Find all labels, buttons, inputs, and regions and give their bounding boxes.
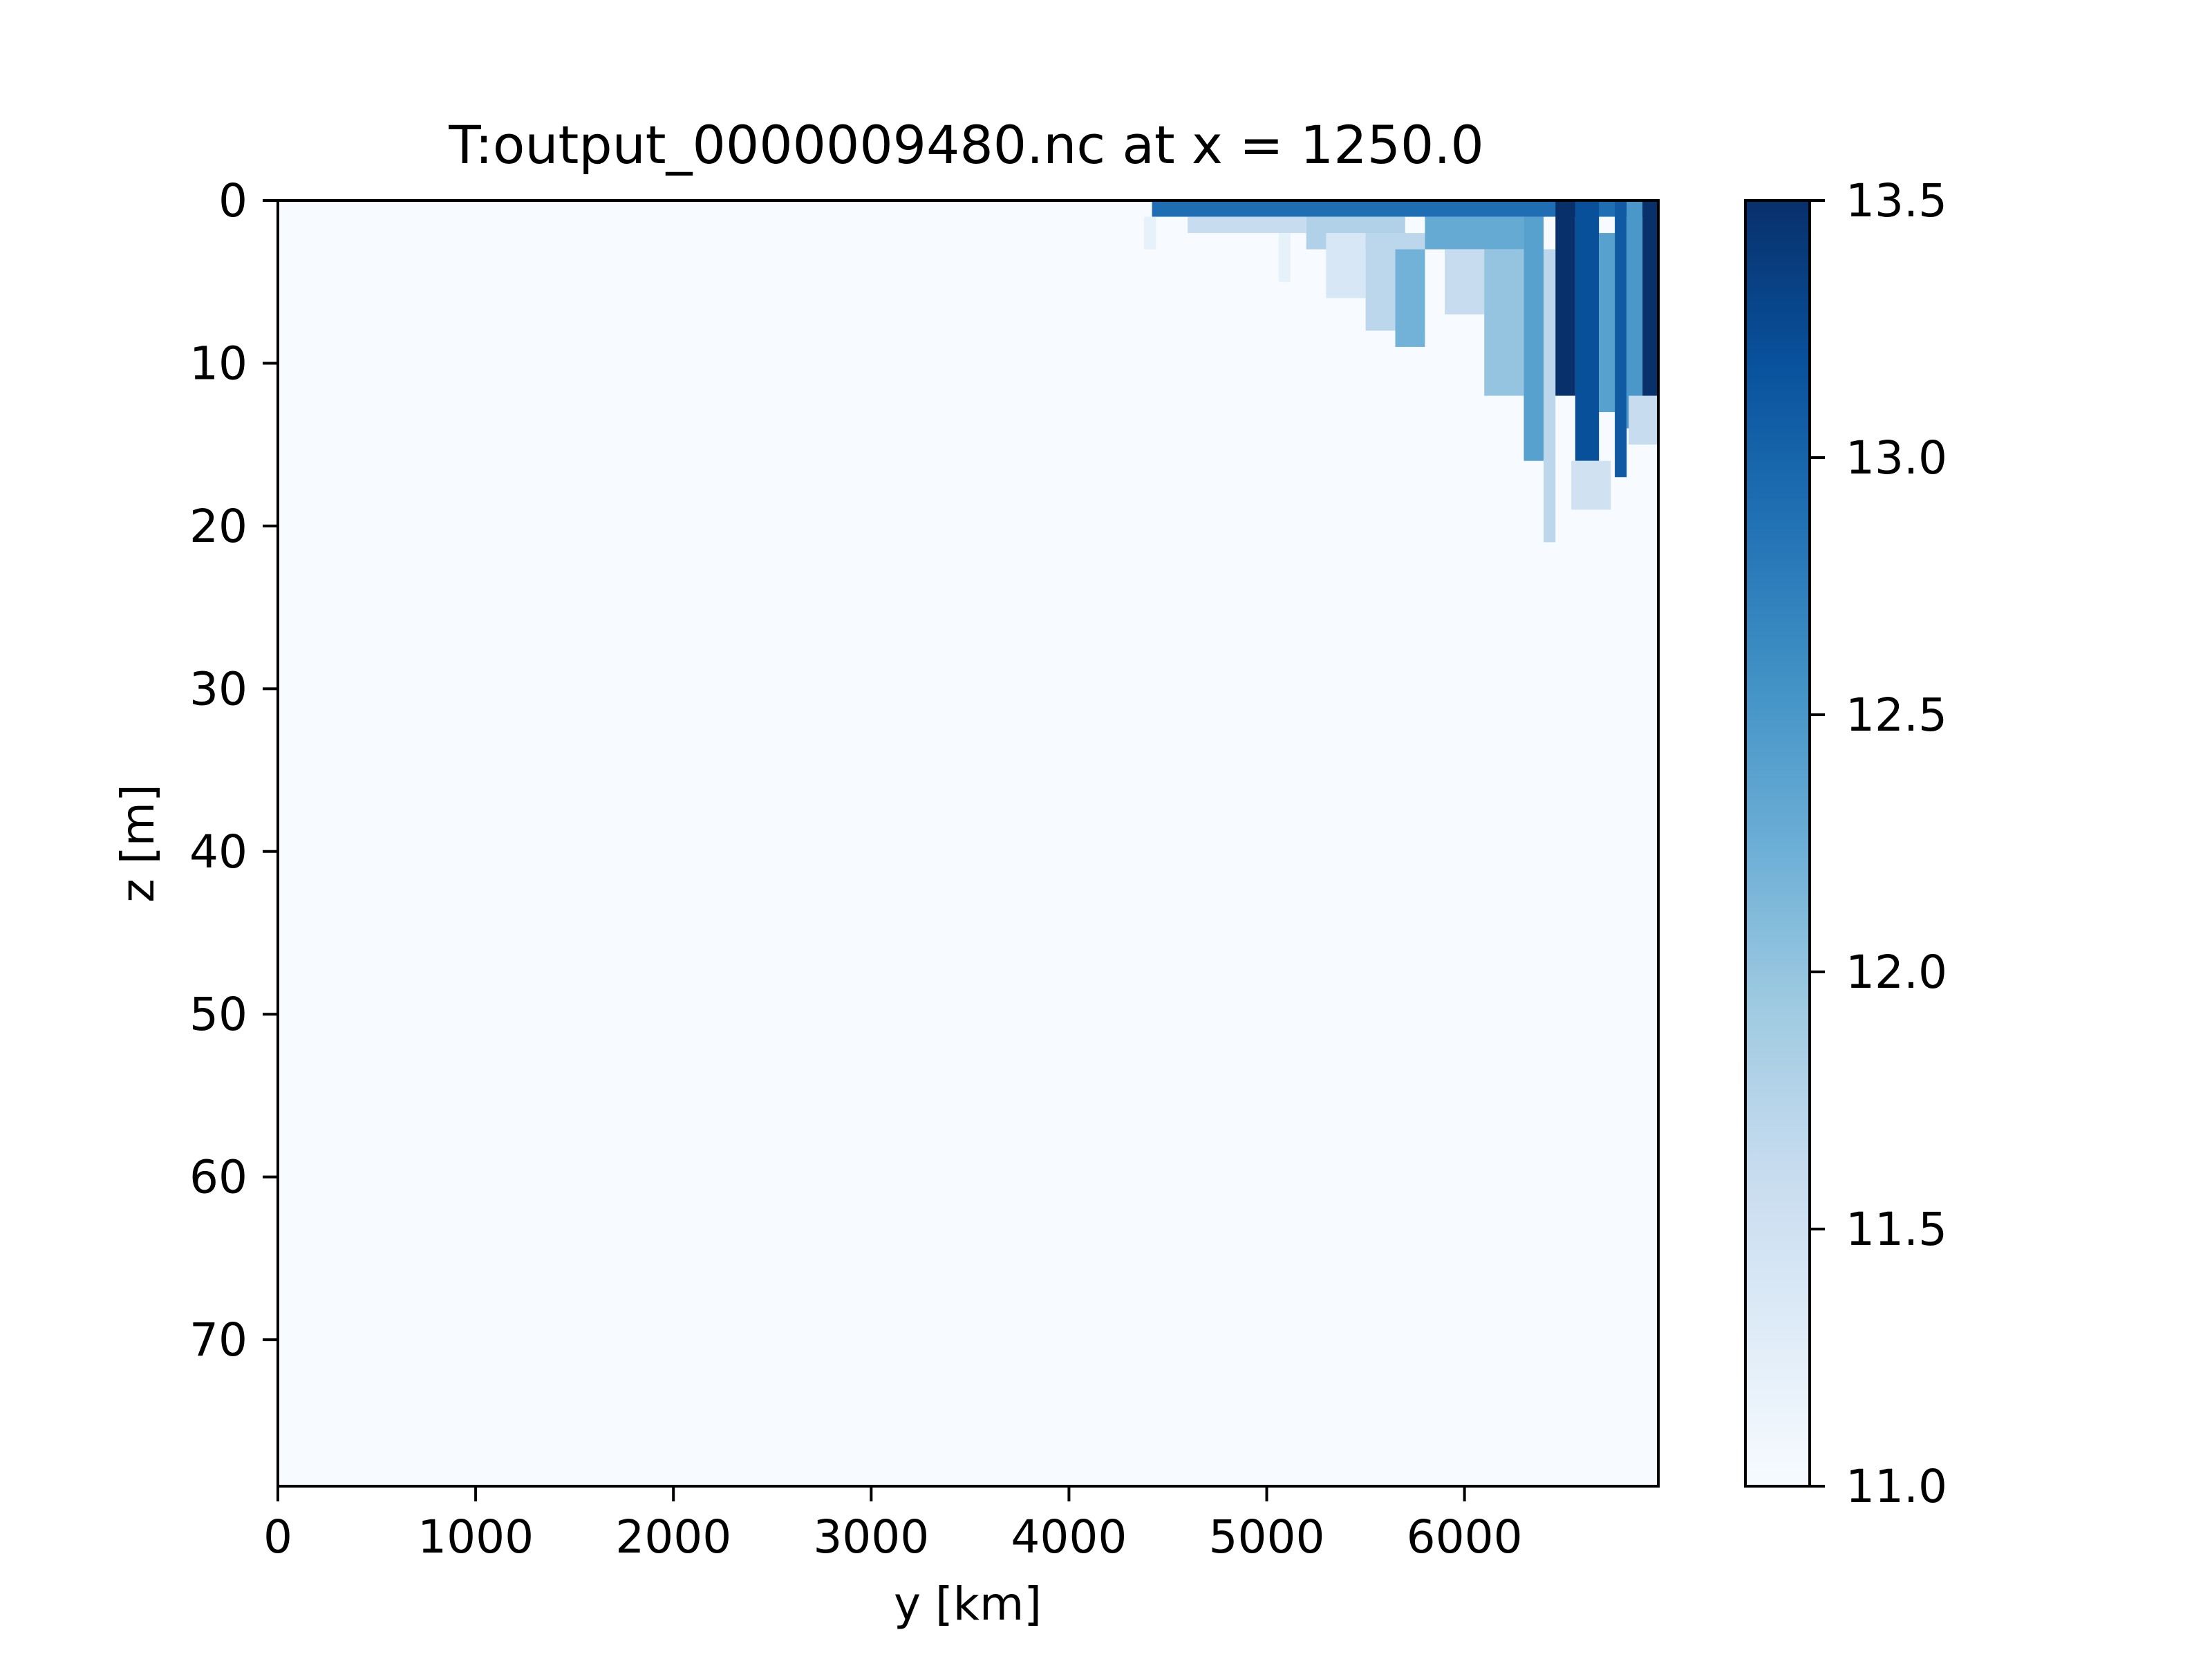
colorbar-tick-label: 12.0 [1846, 946, 1947, 999]
colorbar-tick-label: 12.5 [1846, 688, 1947, 742]
x-tick-label: 3000 [813, 1510, 929, 1564]
colorbar-tick-label: 13.0 [1846, 431, 1947, 485]
heatmap-cell [1524, 216, 1544, 461]
y-tick-label: 20 [189, 500, 247, 553]
x-tick-label: 5000 [1209, 1510, 1325, 1564]
heatmap-cell [1575, 200, 1600, 461]
plot-area-frame [276, 199, 1660, 1488]
heatmap-cell [1627, 200, 1643, 429]
colorbar [1744, 199, 1811, 1488]
x-tick-label: 6000 [1407, 1510, 1523, 1564]
y-tick-label: 10 [189, 337, 247, 390]
heatmap-cell [1278, 233, 1291, 282]
heatmap-cell [1484, 249, 1524, 396]
heatmap-cell [1144, 216, 1156, 250]
heatmap-cell [1615, 200, 1627, 478]
heatmap-cell [1555, 200, 1575, 396]
heatmap-cell [1152, 200, 1658, 217]
y-tick-label: 50 [189, 988, 247, 1041]
colorbar-tick-label: 11.5 [1846, 1203, 1947, 1256]
y-axis-label: z [m] [111, 784, 165, 902]
x-axis-label: y [km] [894, 1577, 1042, 1631]
heatmap-cell [1642, 200, 1658, 396]
colorbar-tick-label: 11.0 [1846, 1460, 1947, 1513]
x-tick-label: 0 [263, 1510, 292, 1564]
y-axis: 0 10 20 30 40 50 60 70 [189, 174, 278, 1367]
colorbar-tick-label: 13.5 [1846, 174, 1947, 227]
y-tick-label: 0 [218, 174, 247, 227]
x-tick-label: 2000 [615, 1510, 731, 1564]
heatmap-cell [1425, 216, 1524, 250]
y-tick-label: 40 [189, 825, 247, 879]
heatmap-cell [1326, 233, 1366, 299]
heatmap-cell [1395, 249, 1425, 347]
x-axis: 0 1000 2000 3000 4000 5000 6000 [263, 1486, 1523, 1564]
chart-title: T:output_0000009480.nc at x = 1250.0 [448, 114, 1484, 176]
x-tick-label: 4000 [1011, 1510, 1127, 1564]
heatmap [278, 200, 1658, 1486]
y-tick-label: 60 [189, 1151, 247, 1204]
heatmap-cell [1544, 249, 1556, 543]
heatmap-cell [1629, 395, 1658, 445]
heatmap-background [278, 200, 1658, 1486]
heatmap-cell [1599, 233, 1615, 413]
heatmap-cell [1571, 460, 1611, 510]
y-tick-label: 70 [189, 1313, 247, 1367]
colorbar-axis: 11.0 11.5 12.0 12.5 13.0 13.5 [1810, 174, 1947, 1513]
y-tick-label: 30 [189, 662, 247, 715]
x-tick-label: 1000 [418, 1510, 534, 1564]
heatmap-cell [1188, 216, 1306, 234]
